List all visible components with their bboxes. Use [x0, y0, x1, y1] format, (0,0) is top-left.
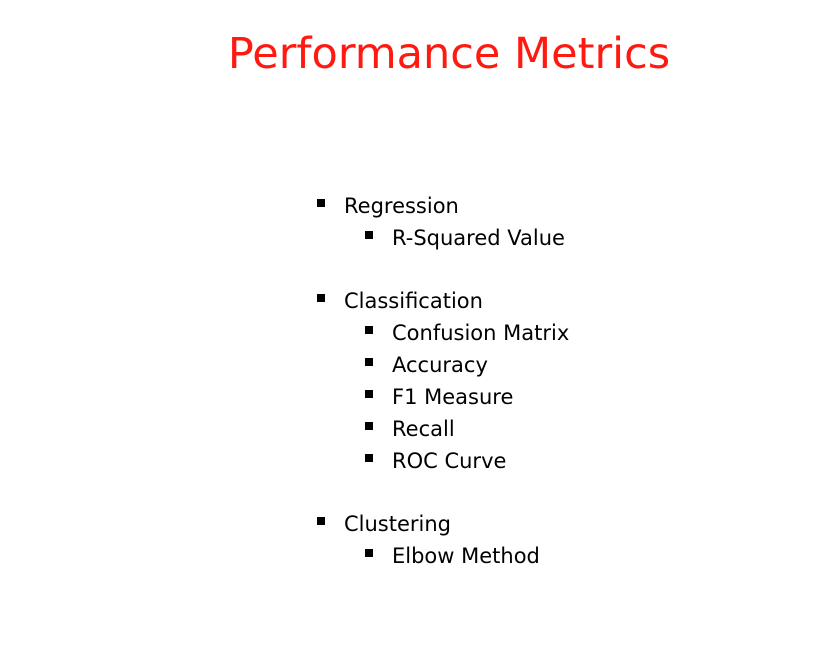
list-item: Classification	[314, 285, 814, 317]
list-item: Elbow Method	[314, 540, 814, 572]
group-clustering: Clustering Elbow Method	[314, 508, 814, 572]
group-classification: Classification Confusion Matrix Accuracy…	[314, 285, 814, 477]
group-label: Clustering	[344, 512, 452, 536]
list-item: Clustering	[314, 508, 814, 540]
square-bullet-icon	[365, 326, 373, 334]
item-label: R-Squared Value	[392, 226, 565, 250]
list-item: Confusion Matrix	[314, 317, 814, 349]
list-item: Accuracy	[314, 349, 814, 381]
square-bullet-icon	[365, 549, 373, 557]
item-label: F1 Measure	[392, 385, 514, 409]
square-bullet-icon	[365, 422, 373, 430]
square-bullet-icon	[317, 294, 325, 302]
group-label: Regression	[344, 194, 459, 218]
square-bullet-icon	[365, 390, 373, 398]
item-label: Accuracy	[392, 353, 488, 377]
list-item: ROC Curve	[314, 445, 814, 477]
group-label: Classification	[344, 289, 483, 313]
square-bullet-icon	[317, 199, 325, 207]
square-bullet-icon	[365, 231, 373, 239]
list-item: F1 Measure	[314, 381, 814, 413]
square-bullet-icon	[365, 454, 373, 462]
bullet-list: Regression R-Squared Value Classificatio…	[314, 190, 814, 603]
item-label: Confusion Matrix	[392, 321, 570, 345]
square-bullet-icon	[317, 517, 325, 525]
list-item: Recall	[314, 413, 814, 445]
item-label: ROC Curve	[392, 449, 507, 473]
group-regression: Regression R-Squared Value	[314, 190, 814, 254]
list-item: R-Squared Value	[314, 222, 814, 254]
list-item: Regression	[314, 190, 814, 222]
square-bullet-icon	[365, 358, 373, 366]
item-label: Recall	[392, 417, 455, 441]
item-label: Elbow Method	[392, 544, 540, 568]
slide-title: Performance Metrics	[227, 29, 671, 79]
